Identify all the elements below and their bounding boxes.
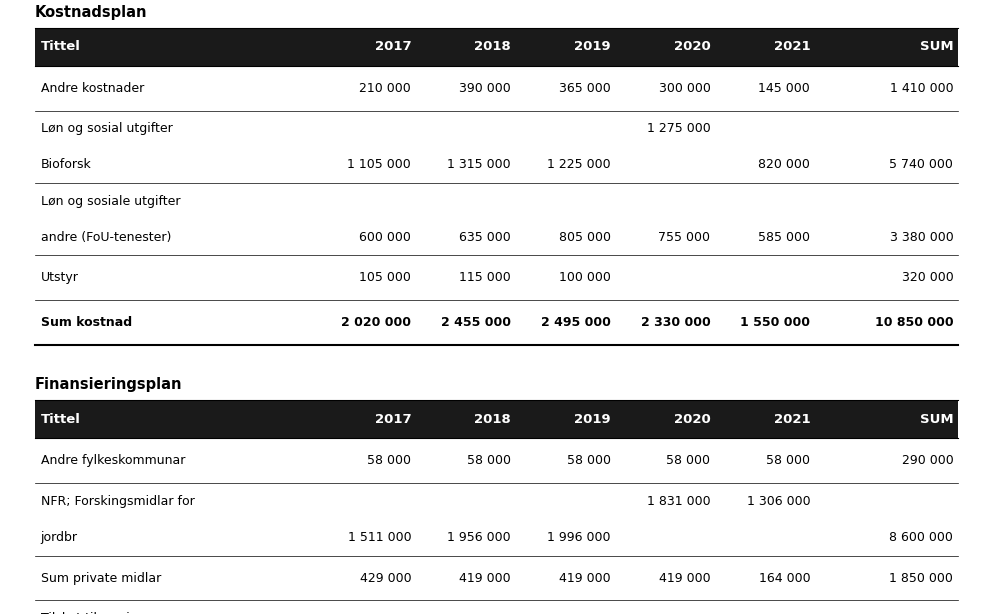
Text: 2 020 000: 2 020 000 xyxy=(342,316,411,329)
Text: 600 000: 600 000 xyxy=(359,231,411,244)
Text: 2018: 2018 xyxy=(475,40,511,53)
Text: 2020: 2020 xyxy=(673,413,710,426)
Text: SUM: SUM xyxy=(920,40,953,53)
Text: 2018: 2018 xyxy=(475,413,511,426)
Text: 419 000: 419 000 xyxy=(658,572,710,585)
Text: 8 600 000: 8 600 000 xyxy=(890,531,953,544)
Text: 1 850 000: 1 850 000 xyxy=(890,572,953,585)
Text: 2 330 000: 2 330 000 xyxy=(640,316,710,329)
Text: 58 000: 58 000 xyxy=(767,454,810,467)
Text: 320 000: 320 000 xyxy=(902,271,953,284)
Text: 1 831 000: 1 831 000 xyxy=(646,495,710,508)
Text: 2021: 2021 xyxy=(774,40,810,53)
Text: 3 380 000: 3 380 000 xyxy=(890,231,953,244)
Text: Sum kostnad: Sum kostnad xyxy=(41,316,132,329)
Text: 419 000: 419 000 xyxy=(559,572,611,585)
Text: 1 956 000: 1 956 000 xyxy=(447,531,511,544)
Text: 805 000: 805 000 xyxy=(559,231,611,244)
Text: Løn og sosiale utgifter: Løn og sosiale utgifter xyxy=(41,195,180,208)
Text: 2019: 2019 xyxy=(574,40,611,53)
Text: andre (FoU-tenester): andre (FoU-tenester) xyxy=(41,231,171,244)
Text: Kostnadsplan: Kostnadsplan xyxy=(35,5,147,20)
Text: 429 000: 429 000 xyxy=(359,572,411,585)
Text: 58 000: 58 000 xyxy=(567,454,611,467)
Text: 419 000: 419 000 xyxy=(460,572,511,585)
Text: Finansieringsplan: Finansieringsplan xyxy=(35,378,183,392)
Text: 820 000: 820 000 xyxy=(759,158,810,171)
Text: 145 000: 145 000 xyxy=(759,82,810,95)
Text: 164 000: 164 000 xyxy=(759,572,810,585)
Text: 58 000: 58 000 xyxy=(367,454,411,467)
Text: 2 455 000: 2 455 000 xyxy=(441,316,511,329)
Text: 2021: 2021 xyxy=(774,413,810,426)
Text: 290 000: 290 000 xyxy=(902,454,953,467)
Text: Løn og sosial utgifter: Løn og sosial utgifter xyxy=(41,122,173,135)
Text: 1 315 000: 1 315 000 xyxy=(447,158,511,171)
Text: NFR; Forskingsmidlar for: NFR; Forskingsmidlar for xyxy=(41,495,195,508)
Text: Tilskot til nærings- og: Tilskot til nærings- og xyxy=(41,612,176,614)
Text: 58 000: 58 000 xyxy=(467,454,511,467)
Bar xyxy=(35,400,958,438)
Text: Bioforsk: Bioforsk xyxy=(41,158,91,171)
Text: 1 511 000: 1 511 000 xyxy=(348,531,411,544)
Text: Andre kostnader: Andre kostnader xyxy=(41,82,144,95)
Text: 2019: 2019 xyxy=(574,413,611,426)
Text: 1 306 000: 1 306 000 xyxy=(747,495,810,508)
Text: 5 740 000: 5 740 000 xyxy=(890,158,953,171)
Text: 365 000: 365 000 xyxy=(559,82,611,95)
Text: 585 000: 585 000 xyxy=(758,231,810,244)
Text: jordbr: jordbr xyxy=(41,531,77,544)
Text: 390 000: 390 000 xyxy=(459,82,511,95)
Text: 1 225 000: 1 225 000 xyxy=(547,158,611,171)
Text: 755 000: 755 000 xyxy=(658,231,710,244)
Text: 2 495 000: 2 495 000 xyxy=(541,316,611,329)
Text: 210 000: 210 000 xyxy=(359,82,411,95)
Bar xyxy=(35,28,958,66)
Text: 2017: 2017 xyxy=(374,40,411,53)
Text: 58 000: 58 000 xyxy=(666,454,710,467)
Text: 105 000: 105 000 xyxy=(359,271,411,284)
Text: Sum private midlar: Sum private midlar xyxy=(41,572,161,585)
Text: 2020: 2020 xyxy=(673,40,710,53)
Text: 100 000: 100 000 xyxy=(559,271,611,284)
Text: 1 550 000: 1 550 000 xyxy=(740,316,810,329)
Text: Andre fylkeskommunar: Andre fylkeskommunar xyxy=(41,454,185,467)
Text: 635 000: 635 000 xyxy=(459,231,511,244)
Text: Utstyr: Utstyr xyxy=(41,271,78,284)
Text: 115 000: 115 000 xyxy=(459,271,511,284)
Text: 1 105 000: 1 105 000 xyxy=(348,158,411,171)
Text: 2017: 2017 xyxy=(374,413,411,426)
Text: 1 410 000: 1 410 000 xyxy=(890,82,953,95)
Text: SUM: SUM xyxy=(920,413,953,426)
Text: 1 996 000: 1 996 000 xyxy=(547,531,611,544)
Text: Tittel: Tittel xyxy=(41,413,80,426)
Text: 1 275 000: 1 275 000 xyxy=(646,122,710,135)
Text: 300 000: 300 000 xyxy=(658,82,710,95)
Text: 10 850 000: 10 850 000 xyxy=(875,316,953,329)
Text: Tittel: Tittel xyxy=(41,40,80,53)
